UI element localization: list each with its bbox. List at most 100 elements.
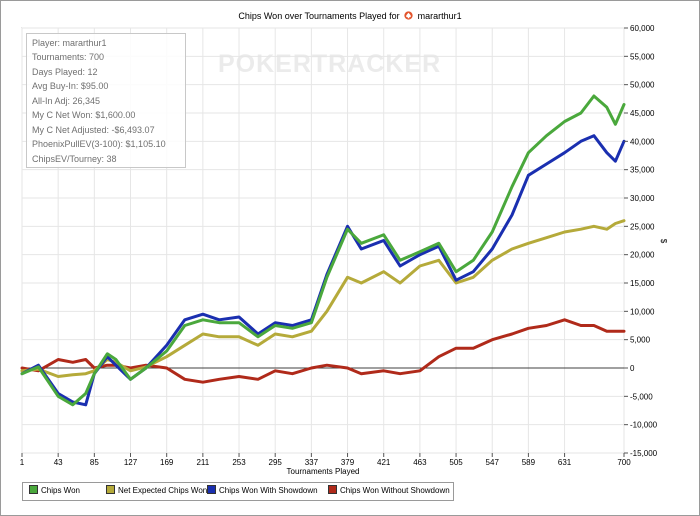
data-point-chips-won — [623, 103, 625, 106]
y-tick-label: 50,000 — [630, 81, 655, 90]
data-point-without-showdown — [291, 372, 294, 375]
data-point-with-showdown — [274, 321, 277, 324]
y-tick-label: 40,000 — [630, 137, 655, 146]
legend-item-chips-won[interactable]: Chips Won — [29, 485, 80, 495]
legend-swatch — [29, 485, 38, 494]
legend-swatch — [106, 485, 115, 494]
data-point-chips-won — [346, 228, 349, 230]
data-point-net-expected — [511, 248, 513, 250]
data-point-chips-won — [360, 242, 363, 245]
legend-item-with-showdown[interactable]: Chips Won With Showdown — [207, 485, 318, 495]
data-point-chips-won — [527, 151, 530, 154]
data-point-chips-won — [93, 372, 96, 375]
data-point-chips-won — [511, 185, 513, 188]
data-point-without-showdown — [623, 330, 625, 332]
x-tick-label: 253 — [232, 458, 246, 467]
stat-net-won: My C Net Won: $1,600.00 — [32, 110, 136, 120]
data-point-with-showdown — [455, 279, 457, 281]
data-point-without-showdown — [238, 375, 240, 378]
stat-chips-ev-per-tourney: ChipsEV/Tourney: 38 — [32, 154, 117, 164]
data-point-net-expected — [218, 336, 221, 338]
x-tick-label: 295 — [269, 458, 283, 467]
legend-swatch — [328, 485, 337, 494]
data-point-without-showdown — [84, 358, 87, 361]
data-point-chips-won — [165, 350, 168, 352]
data-point-chips-won — [438, 242, 440, 245]
x-tick-label: 337 — [305, 458, 319, 467]
data-point-without-showdown — [360, 372, 363, 375]
data-point-without-showdown — [72, 361, 74, 364]
data-point-net-expected — [310, 330, 313, 332]
data-point-chips-won — [106, 353, 109, 355]
data-point-chips-won — [310, 321, 313, 324]
stat-days-played: Days Played: 12 — [32, 67, 98, 77]
data-point-net-expected — [257, 344, 259, 347]
data-point-without-showdown — [106, 364, 109, 366]
x-tick-label: 631 — [558, 458, 572, 467]
data-point-chips-won — [115, 358, 117, 361]
data-point-chips-won — [37, 366, 40, 368]
legend-swatch — [207, 485, 216, 494]
grid-lines — [21, 27, 625, 454]
data-point-chips-won — [472, 259, 475, 262]
data-point-with-showdown — [72, 401, 74, 403]
stat-player: Player: mararthur1 — [32, 38, 107, 48]
data-point-without-showdown — [605, 330, 608, 332]
data-point-with-showdown — [580, 140, 582, 143]
legend-item-without-showdown[interactable]: Chips Won Without Showdown — [328, 485, 450, 495]
data-point-without-showdown — [399, 372, 401, 375]
data-point-net-expected — [129, 370, 132, 372]
data-point-chips-won — [545, 134, 548, 137]
y-tick-label: 25,000 — [630, 222, 655, 231]
x-tick-label: 547 — [486, 458, 500, 467]
data-point-without-showdown — [129, 367, 132, 369]
x-tick-label: 589 — [522, 458, 536, 467]
x-tick-label: 211 — [196, 458, 209, 467]
legend-item-net-expected[interactable]: Net Expected Chips Won — [106, 485, 207, 495]
stat-avg-buy-in: Avg Buy-In: $95.00 — [32, 81, 109, 91]
data-point-without-showdown — [93, 367, 96, 369]
data-point-with-showdown — [165, 344, 168, 347]
data-point-net-expected — [593, 225, 595, 228]
y-tick-label: -10,000 — [630, 421, 658, 430]
y-tick-label: 55,000 — [630, 52, 655, 61]
series-line-net-expected — [20, 219, 626, 378]
data-point-with-showdown — [491, 248, 494, 250]
y-tick-label: 35,000 — [630, 166, 655, 175]
data-point-chips-won — [326, 276, 328, 279]
data-point-net-expected — [72, 374, 74, 376]
y-tick-label: 30,000 — [630, 194, 655, 203]
data-point-without-showdown — [165, 367, 168, 369]
spade-logo-icon — [404, 11, 413, 20]
data-point-with-showdown — [346, 225, 349, 228]
x-tick-label: 169 — [160, 458, 174, 467]
x-tick-label: 127 — [124, 458, 138, 467]
stat-phoenix-pull-ev: PhoenixPullEV(3-100): $1,105.10 — [32, 139, 166, 149]
data-point-with-showdown — [382, 239, 385, 242]
data-point-without-showdown — [202, 381, 204, 383]
data-point-net-expected — [399, 282, 401, 284]
data-point-chips-won — [84, 392, 87, 395]
legend-label: Chips Won — [41, 486, 80, 495]
data-point-net-expected — [472, 276, 475, 279]
chart-player-name: mararthur1 — [417, 11, 462, 21]
data-point-with-showdown — [183, 319, 186, 321]
series-line-without-showdown — [20, 318, 626, 384]
data-point-net-expected — [346, 276, 349, 279]
y-tick-label: 45,000 — [630, 109, 655, 118]
y-tick-label: -15,000 — [630, 449, 658, 458]
data-point-net-expected — [202, 333, 204, 335]
data-point-with-showdown — [115, 364, 117, 366]
data-point-net-expected — [623, 219, 625, 222]
data-point-chips-won — [145, 367, 147, 369]
data-point-with-showdown — [563, 151, 566, 154]
data-point-net-expected — [527, 242, 530, 245]
x-axis-label: Tournaments Played — [287, 467, 360, 476]
y-axis-label: $ — [659, 239, 668, 244]
data-point-with-showdown — [84, 404, 87, 406]
data-point-without-showdown — [491, 338, 494, 341]
data-point-net-expected — [326, 310, 328, 313]
data-point-chips-won — [563, 120, 566, 123]
data-point-without-showdown — [527, 327, 530, 330]
data-point-chips-won — [419, 251, 421, 253]
